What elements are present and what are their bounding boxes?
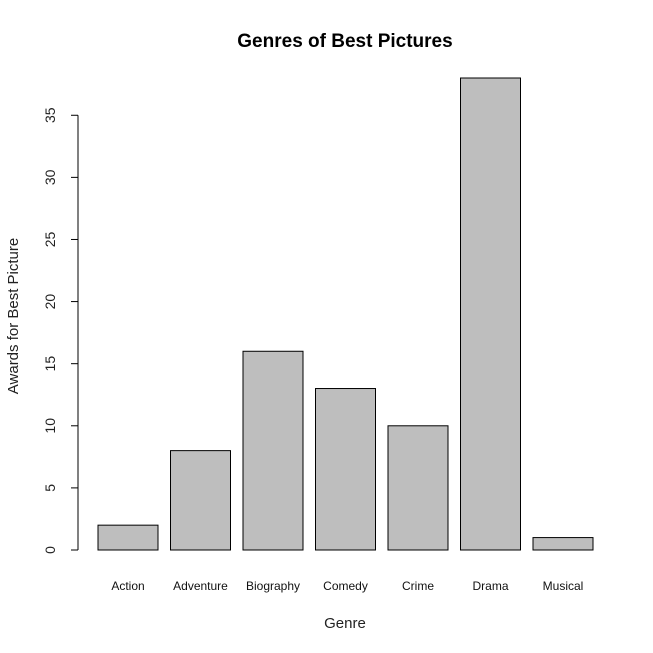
bar-biography [242,350,304,551]
x-category-label: Crime [402,579,434,593]
y-axis: 0 5 10 15 20 25 30 35 [42,107,79,554]
bar-crime [387,425,449,551]
y-tick-label: 30 [42,169,58,185]
y-axis-label: Awards for Best Picture [5,238,22,394]
x-category-label: Musical [543,579,584,593]
x-axis-label: Genre [324,615,366,632]
x-category-label: Drama [472,579,508,593]
bar-comedy [315,388,376,551]
y-tick-label: 35 [42,107,58,123]
y-tick-label: 10 [42,418,58,434]
y-tick-label: 15 [42,356,58,372]
x-category-label: Adventure [173,579,228,593]
y-tick-label: 25 [42,231,58,247]
bar-action [97,524,159,551]
x-category-labels: Action Adventure Biography Comedy Crime Drama… [111,579,583,593]
chart-title: Genres of Best Pictures [237,31,452,52]
bar-adventure [170,450,231,551]
y-tick-label: 0 [42,546,58,554]
y-tick-label: 5 [42,484,58,492]
bar-musical [532,537,594,551]
bar-drama [460,77,521,551]
x-category-label: Biography [246,579,300,593]
x-category-label: Action [111,579,144,593]
x-category-label: Comedy [323,579,368,593]
bars-group [97,77,594,551]
y-tick-label: 20 [42,294,58,310]
